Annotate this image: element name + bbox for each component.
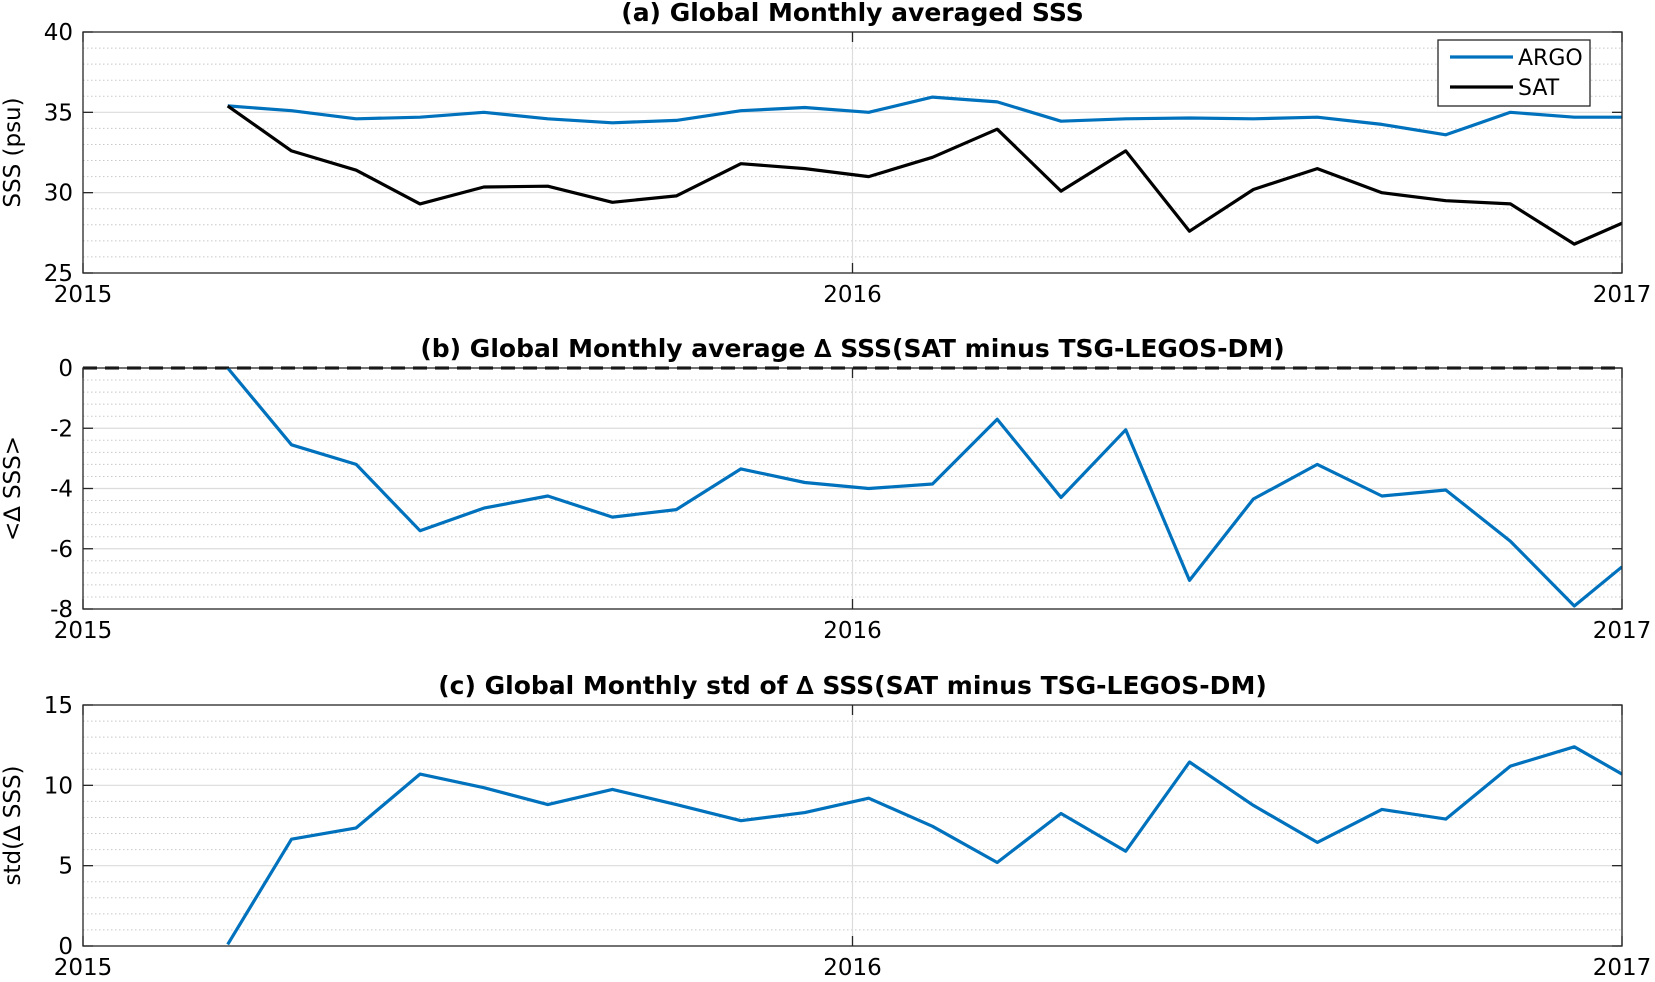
delta-sss-x-tick-label: 2015 (54, 618, 113, 644)
std-delta-sss-x-tick-label: 2017 (1593, 955, 1652, 981)
delta-sss-title: (b) Global Monthly average ∆ SSS(SAT min… (420, 334, 1284, 363)
sss-y-tick-label: 35 (44, 100, 73, 126)
sss-series-line-sat (226, 104, 1622, 246)
sss-x-tick-label: 2016 (823, 282, 882, 308)
sss-y-tick-label: 30 (44, 181, 73, 207)
legend-label-argo: ARGO (1518, 46, 1583, 71)
delta-sss-y-tick-label: 0 (58, 356, 73, 382)
sss-x-tick-label: 2017 (1593, 282, 1652, 308)
std-delta-sss-y-axis-label: std(∆ SSS) (0, 765, 26, 885)
sss-y-tick-label: 40 (44, 20, 73, 46)
sss-y-axis-label: SSS (psu) (0, 97, 26, 207)
delta-sss-x-tick-label: 2016 (823, 618, 882, 644)
std-delta-sss-y-tick-label: 10 (44, 773, 73, 799)
delta-sss-x-tick-label: 2017 (1593, 618, 1652, 644)
delta-sss-y-tick-label: -4 (50, 477, 73, 503)
sss-y-tick-label: 25 (44, 261, 73, 287)
legend-label-sat: SAT (1518, 76, 1560, 101)
std-delta-sss-x-tick-label: 2016 (823, 955, 882, 981)
delta-sss-y-tick-label: -2 (50, 416, 73, 442)
delta-sss-y-axis-label: <∆ SSS> (0, 436, 26, 541)
sss-title: (a) Global Monthly averaged SSS (621, 0, 1083, 27)
panel-c-std-delta-sss: 0 5 10 15 2015 2016 2017 (c) Global Monthly std… (0, 671, 1651, 981)
std-delta-sss-title: (c) Global Monthly std of ∆ SSS(SAT minu… (438, 671, 1267, 700)
delta-sss-y-tick-label: -6 (50, 537, 73, 563)
panel-a-sss: 25 30 35 40 2015 2016 2017 (a) Global Monthly a… (0, 0, 1651, 308)
panel-b-delta-sss: -8 -6 -4 -2 0 2015 2016 2017 (b) Global Monthly … (0, 334, 1651, 644)
std-delta-sss-y-tick-label: 0 (58, 934, 73, 960)
std-delta-sss-x-tick-label: 2015 (54, 955, 113, 981)
delta-sss-series-line-0 (226, 368, 1622, 608)
delta-sss-y-tick-label: -8 (50, 597, 73, 623)
std-delta-sss-y-tick-label: 5 (58, 854, 73, 880)
std-delta-sss-series-line-0 (226, 745, 1622, 946)
legend-box (1437, 39, 1591, 107)
legend: ARGO SAT (1437, 39, 1591, 107)
sss-series-line-argo (227, 95, 1622, 137)
sss-x-tick-label: 2015 (54, 282, 113, 308)
std-delta-sss-y-tick-label: 15 (44, 693, 73, 719)
